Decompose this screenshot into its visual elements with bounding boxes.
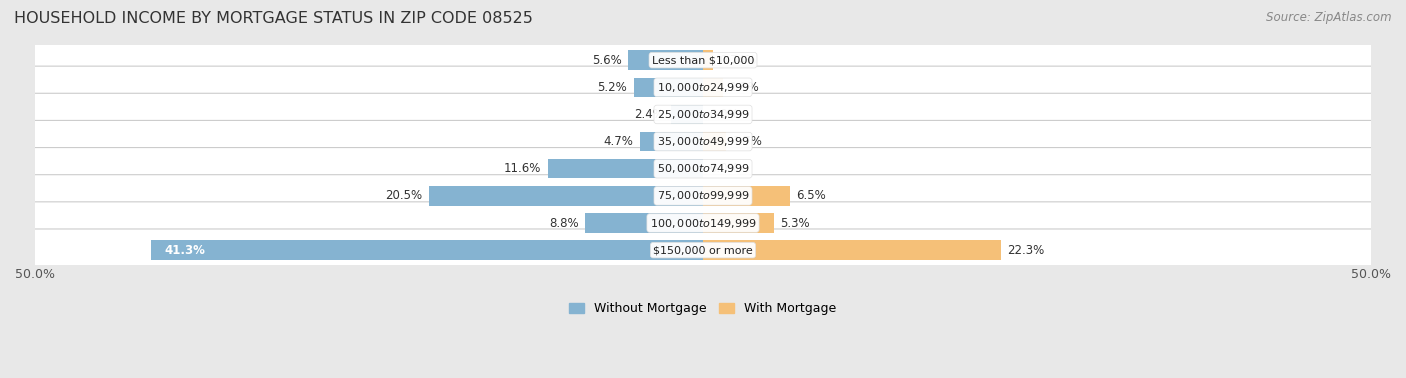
FancyBboxPatch shape	[24, 93, 1382, 136]
Text: 0.74%: 0.74%	[720, 54, 756, 67]
Text: 8.8%: 8.8%	[550, 217, 579, 229]
Text: 2.4%: 2.4%	[634, 108, 664, 121]
Text: 4.7%: 4.7%	[603, 135, 634, 148]
Text: HOUSEHOLD INCOME BY MORTGAGE STATUS IN ZIP CODE 08525: HOUSEHOLD INCOME BY MORTGAGE STATUS IN Z…	[14, 11, 533, 26]
Text: $35,000 to $49,999: $35,000 to $49,999	[657, 135, 749, 148]
Text: $100,000 to $149,999: $100,000 to $149,999	[650, 217, 756, 229]
Bar	[152, 240, 703, 260]
Text: $50,000 to $74,999: $50,000 to $74,999	[657, 162, 749, 175]
Bar	[703, 213, 773, 233]
Text: $10,000 to $24,999: $10,000 to $24,999	[657, 81, 749, 94]
Text: Source: ZipAtlas.com: Source: ZipAtlas.com	[1267, 11, 1392, 24]
Bar	[703, 132, 725, 151]
FancyBboxPatch shape	[24, 66, 1382, 108]
Bar	[548, 159, 703, 178]
Bar	[703, 50, 713, 70]
FancyBboxPatch shape	[24, 147, 1382, 190]
Bar	[429, 186, 703, 206]
FancyBboxPatch shape	[24, 39, 1382, 81]
Bar	[703, 240, 1001, 260]
FancyBboxPatch shape	[24, 121, 1382, 163]
Bar	[585, 213, 703, 233]
Legend: Without Mortgage, With Mortgage: Without Mortgage, With Mortgage	[564, 297, 842, 321]
FancyBboxPatch shape	[24, 175, 1382, 217]
Text: 5.6%: 5.6%	[592, 54, 621, 67]
Text: 11.6%: 11.6%	[503, 162, 541, 175]
Text: 5.3%: 5.3%	[780, 217, 810, 229]
Text: 22.3%: 22.3%	[1008, 244, 1045, 257]
Text: 1.5%: 1.5%	[730, 81, 759, 94]
Bar	[671, 105, 703, 124]
Text: 20.5%: 20.5%	[385, 189, 422, 202]
Text: 1.7%: 1.7%	[733, 135, 762, 148]
Bar	[628, 50, 703, 70]
Text: $150,000 or more: $150,000 or more	[654, 245, 752, 255]
Text: 5.2%: 5.2%	[598, 81, 627, 94]
Text: 0.0%: 0.0%	[710, 162, 740, 175]
Text: 0.0%: 0.0%	[710, 108, 740, 121]
Bar	[640, 132, 703, 151]
Text: $25,000 to $34,999: $25,000 to $34,999	[657, 108, 749, 121]
Text: $75,000 to $99,999: $75,000 to $99,999	[657, 189, 749, 202]
FancyBboxPatch shape	[24, 229, 1382, 271]
Bar	[703, 77, 723, 97]
Text: 41.3%: 41.3%	[165, 244, 205, 257]
Bar	[703, 186, 790, 206]
Text: 6.5%: 6.5%	[797, 189, 827, 202]
Bar	[634, 77, 703, 97]
Text: Less than $10,000: Less than $10,000	[652, 55, 754, 65]
FancyBboxPatch shape	[24, 202, 1382, 244]
